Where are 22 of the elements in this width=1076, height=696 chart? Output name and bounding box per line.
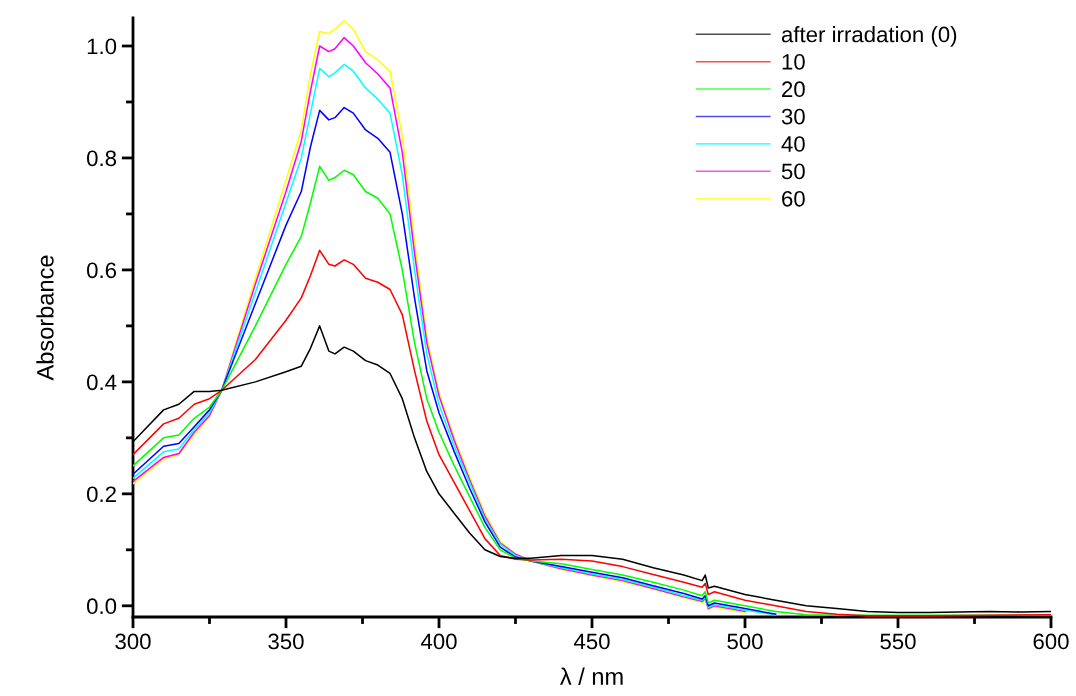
x-tick-label: 300 — [115, 633, 151, 650]
x-tick-label: 400 — [420, 633, 457, 650]
y-axis-title: Absorbance — [36, 255, 54, 381]
y-tick-label: 0.2 — [87, 486, 116, 503]
legend-label: after irradation (0) — [781, 26, 957, 47]
x-tick-label: 500 — [727, 633, 763, 650]
x-tick-label: 550 — [880, 633, 916, 650]
x-tick-label: 600 — [1033, 633, 1069, 650]
y-tick-label: 1.0 — [87, 38, 117, 55]
legend-label: 50 — [781, 163, 805, 180]
legend-label: 60 — [782, 190, 805, 207]
x-axis-title: λ / nm — [560, 667, 623, 685]
x-tick-label: 450 — [573, 633, 610, 650]
legend-label: 40 — [781, 136, 805, 152]
y-tick-label: 0.4 — [87, 374, 117, 391]
y-tick-label: 0.8 — [87, 150, 117, 167]
legend-label: 30 — [781, 108, 805, 125]
legend-label: 10 — [782, 53, 805, 70]
y-tick-label: 0.0 — [87, 598, 117, 615]
y-tick-label: 0.6 — [87, 262, 117, 279]
x-tick-label: 350 — [268, 633, 304, 650]
legend-label: 20 — [782, 81, 805, 98]
